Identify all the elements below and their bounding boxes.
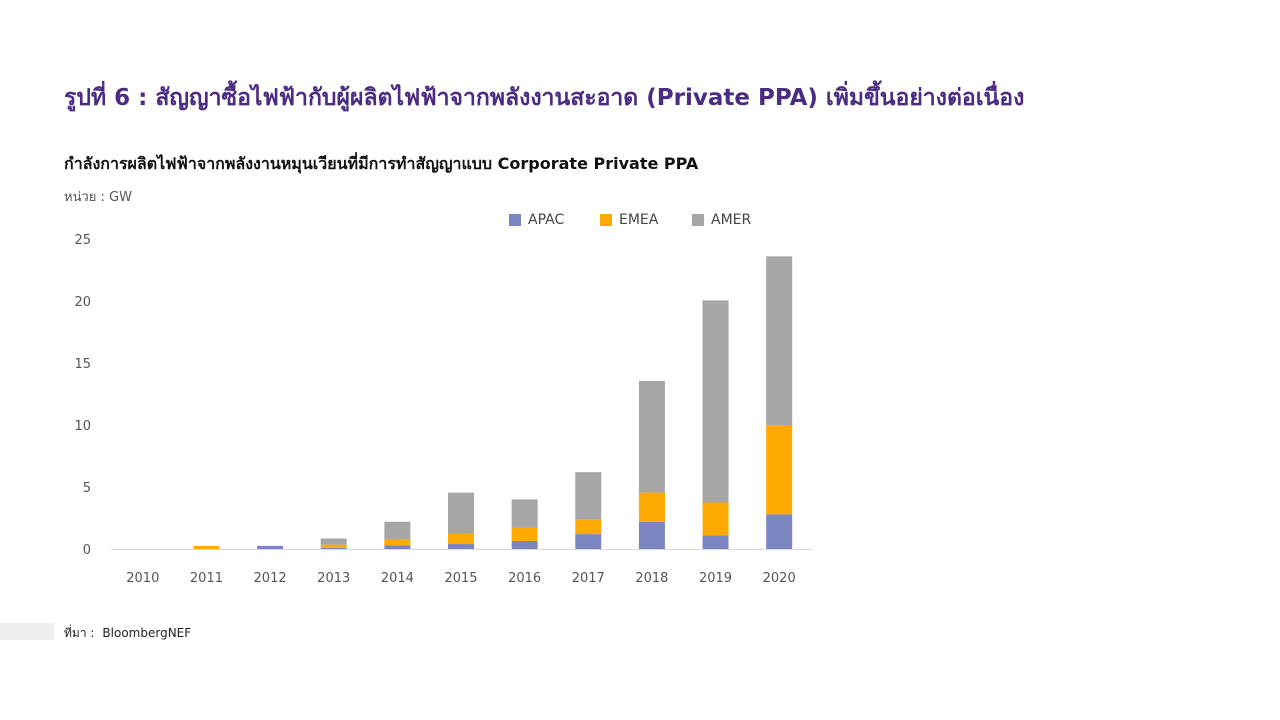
y-axis-ticks: 0 5 10 15 20 25 (74, 233, 91, 558)
x-tick-label: 2011 (190, 571, 223, 586)
y-tick-label: 25 (74, 233, 91, 248)
x-tick-label: 2018 (635, 571, 668, 586)
bar-apac-2014 (384, 545, 411, 549)
x-tick-label: 2019 (699, 571, 732, 586)
y-tick-label: 0 (83, 543, 91, 558)
bar-emea-2017 (575, 519, 602, 535)
bar-emea-2011 (193, 545, 220, 549)
legend-label-apac: APAC (528, 212, 564, 228)
bar-amer-2014 (384, 521, 411, 540)
chart-legend: APAC EMEA AMER (509, 212, 752, 228)
figure-title: รูปที่ 6 : สัญญาซื้อไฟฟ้ากับผู้ผลิตไฟฟ้า… (64, 85, 1025, 111)
x-tick-label: 2017 (572, 571, 605, 586)
source-label: ที่มา : (64, 626, 95, 640)
bar-emea-2013 (320, 544, 347, 548)
legend-swatch-amer (692, 214, 704, 226)
bar-amer-2016 (511, 499, 538, 528)
x-tick-label: 2010 (126, 571, 159, 586)
bar-emea-2018 (638, 492, 665, 522)
chart-title: กำลังการผลิตไฟฟ้าจากพลังงานหมุนเวียนที่ม… (64, 154, 699, 173)
x-axis-ticks: 2010 2011 2012 2013 2014 2015 2016 2017 2018 2019… (126, 571, 795, 586)
legend-swatch-emea (600, 214, 612, 226)
bar-emea-2015 (448, 533, 474, 545)
bar-apac-2016 (511, 540, 538, 549)
bar-emea-2019 (702, 502, 729, 536)
source-note: ที่มา : BloombergNEF (64, 624, 191, 643)
x-tick-label: 2016 (508, 571, 541, 586)
bar-apac-2015 (448, 544, 474, 549)
bar-group (193, 256, 793, 549)
legend-label-amer: AMER (711, 212, 752, 228)
y-tick-label: 15 (74, 357, 91, 372)
x-tick-label: 2020 (763, 571, 796, 586)
bar-amer-2013 (320, 538, 347, 545)
bar-apac-2020 (766, 514, 793, 549)
bar-apac-2017 (575, 534, 602, 549)
bar-apac-2013 (320, 547, 347, 549)
bar-amer-2020 (766, 256, 793, 425)
x-tick-label: 2014 (381, 571, 414, 586)
bar-apac-2019 (702, 535, 729, 549)
bar-emea-2020 (766, 425, 793, 515)
bar-emea-2016 (511, 527, 538, 541)
legend-swatch-apac (509, 214, 521, 226)
x-tick-label: 2012 (254, 571, 287, 586)
bar-apac-2018 (638, 521, 665, 549)
bar-emea-2014 (384, 539, 411, 546)
x-tick-label: 2015 (444, 571, 477, 586)
bar-amer-2019 (702, 300, 729, 503)
y-tick-label: 20 (74, 295, 91, 310)
bar-apac-2012 (257, 545, 284, 549)
source-value: BloombergNEF (102, 626, 192, 640)
x-tick-label: 2013 (317, 571, 350, 586)
y-tick-label: 10 (74, 419, 91, 434)
source-marker (0, 623, 54, 640)
y-tick-label: 5 (83, 481, 91, 496)
unit-label: หน่วย : GW (64, 190, 132, 205)
bar-amer-2017 (575, 472, 602, 520)
bar-amer-2015 (448, 492, 474, 534)
bar-amer-2018 (638, 380, 665, 493)
legend-label-emea: EMEA (619, 212, 659, 228)
